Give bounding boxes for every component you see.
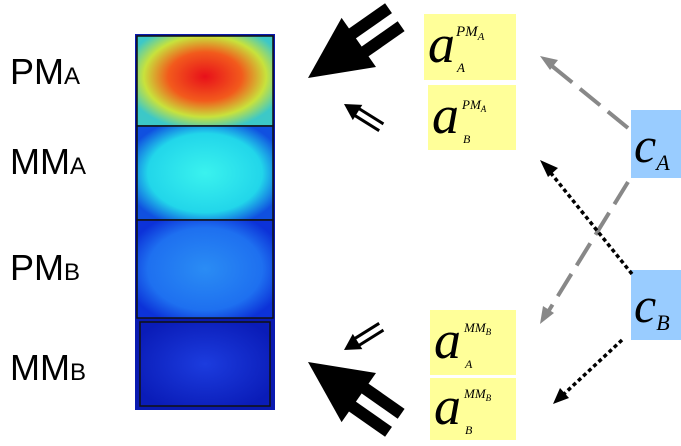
text-part: MM [10, 347, 70, 388]
text-part: A [480, 104, 487, 114]
text-part: MM [10, 141, 70, 182]
diagram: PMA MMA PMB MMB a PMA A a PMA B a MMB A … [0, 0, 681, 446]
term-sub: B [465, 423, 473, 437]
text-part: PM [455, 24, 479, 40]
text-part: A [70, 153, 86, 180]
row-label: MMB [10, 347, 86, 388]
text-part: B [656, 310, 669, 335]
text-part: PM [10, 247, 64, 288]
text-part: c [634, 117, 656, 173]
text-part: A [64, 63, 80, 90]
text-part: A [477, 31, 485, 43]
text-part: PM [461, 97, 482, 112]
term-sub: A [464, 357, 473, 371]
text-part: A [654, 150, 670, 175]
term-base: a [428, 14, 455, 74]
text-part: MM [463, 386, 487, 401]
term-sub: B [463, 132, 471, 146]
text-part: MM [463, 320, 487, 335]
term-base: a [434, 310, 461, 370]
term-sub: A [456, 60, 465, 75]
text-part: PM [10, 51, 64, 92]
heatmap [135, 34, 275, 410]
text-part: B [70, 359, 86, 386]
text-part: B [486, 393, 492, 403]
term-base: a [434, 376, 461, 436]
row-label: PMB [10, 247, 80, 288]
text-part: B [486, 327, 492, 337]
row-label: PMA [10, 51, 80, 92]
text-part: B [64, 259, 80, 286]
row-label: MMA [10, 141, 86, 182]
text-part: c [634, 277, 656, 333]
term-base: a [432, 85, 459, 145]
